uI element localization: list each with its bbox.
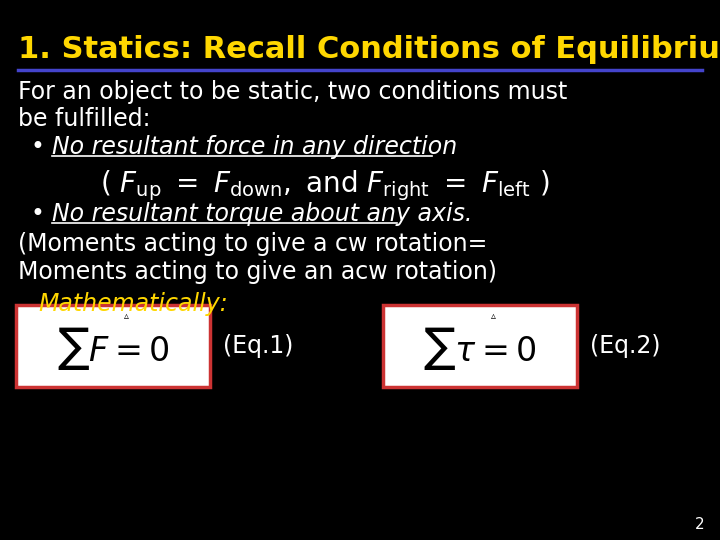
Text: No resultant torque about any axis.: No resultant torque about any axis. — [52, 202, 472, 226]
Text: 1. Statics: Recall Conditions of Equilibrium: 1. Statics: Recall Conditions of Equilib… — [18, 35, 720, 64]
Text: $\sum \tau = 0$: $\sum \tau = 0$ — [423, 326, 537, 373]
Text: •: • — [30, 135, 44, 159]
Text: Mathematically:: Mathematically: — [38, 292, 228, 316]
Text: No resultant force in any direction: No resultant force in any direction — [52, 135, 457, 159]
Text: $( \ F_{\rm up}\ =\ F_{\rm down},\ {\rm and}\ F_{\rm right}\ =\ F_{\rm left}\ )$: $( \ F_{\rm up}\ =\ F_{\rm down},\ {\rm … — [100, 168, 549, 202]
Text: •: • — [30, 202, 44, 226]
Text: be fulfilled:: be fulfilled: — [18, 107, 150, 131]
FancyBboxPatch shape — [383, 305, 577, 387]
Text: 2: 2 — [696, 517, 705, 532]
Text: (Moments acting to give a cw rotation=: (Moments acting to give a cw rotation= — [18, 232, 487, 256]
Text: $\vartriangle$: $\vartriangle$ — [490, 311, 496, 321]
Text: For an object to be static, two conditions must: For an object to be static, two conditio… — [18, 80, 567, 104]
Text: (Eq.1): (Eq.1) — [223, 334, 293, 358]
FancyBboxPatch shape — [16, 305, 210, 387]
Text: (Eq.2): (Eq.2) — [590, 334, 660, 358]
Text: $\vartriangle$: $\vartriangle$ — [122, 311, 130, 321]
Text: $\sum F = 0$: $\sum F = 0$ — [56, 326, 169, 373]
Text: Moments acting to give an acw rotation): Moments acting to give an acw rotation) — [18, 260, 497, 284]
